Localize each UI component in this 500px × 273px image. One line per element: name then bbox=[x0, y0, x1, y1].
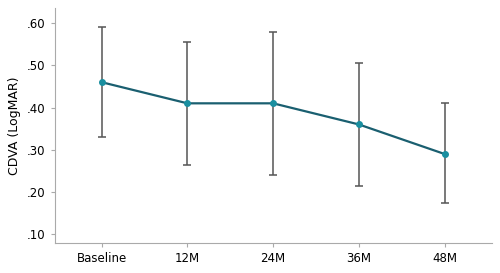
Y-axis label: CDVA (LogMAR): CDVA (LogMAR) bbox=[8, 76, 22, 175]
